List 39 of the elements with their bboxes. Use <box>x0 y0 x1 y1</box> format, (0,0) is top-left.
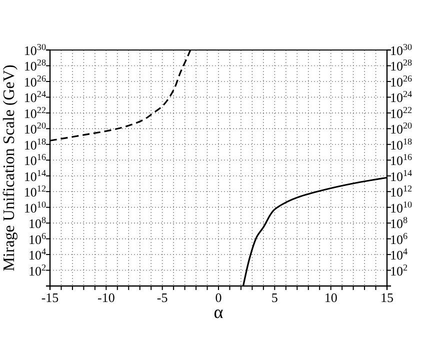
text: 10$^{20}$ <box>24 120 46 137</box>
text: 10$^{30}$ <box>24 42 46 58</box>
y-tick-label: 10$^{10}$ <box>390 199 413 216</box>
x-axis-title: α <box>214 302 224 322</box>
text: 10$^{8}$ <box>28 215 46 232</box>
text: 10$^{10}$ <box>24 199 46 216</box>
text: 10$^{26}$ <box>24 73 46 90</box>
x-tick-label: -10 <box>97 290 115 305</box>
text: 10$^{28}$ <box>24 58 46 74</box>
text: 10$^{2}$ <box>28 262 46 278</box>
text: 10$^{24}$ <box>24 89 46 106</box>
y-axis-title: Mirage Unification Scale (GeV) <box>1 64 18 272</box>
text: 10$^{18}$ <box>24 136 46 152</box>
x-tick-label: 5 <box>271 290 278 305</box>
y-tick-label: 10$^{14}$ <box>390 168 413 184</box>
text: 10$^{16}$ <box>24 152 46 168</box>
y-tick-label: 10$^{20}$ <box>390 120 413 137</box>
x-tick-label: 15 <box>380 290 394 305</box>
y-tick-label: 10$^{28}$ <box>390 58 413 74</box>
text: 10$^{4}$ <box>28 246 46 263</box>
y-tick-label: 10$^{18}$ <box>390 136 413 152</box>
text: 10$^{22}$ <box>24 104 46 121</box>
y-tick-label: 10$^{2}$ <box>390 262 408 278</box>
y-tick-label: 10$^{8}$ <box>390 215 408 232</box>
x-tick-label: -15 <box>41 290 59 305</box>
text: 10$^{6}$ <box>28 230 46 247</box>
y-tick-label: 10$^{6}$ <box>390 230 408 247</box>
y-tick-label: 10$^{26}$ <box>390 73 413 90</box>
x-tick-label: 10 <box>324 290 338 305</box>
y-tick-label: 10$^{24}$ <box>390 89 413 106</box>
y-tick-label: 10$^{12}$ <box>390 184 413 200</box>
x-tick-label: -5 <box>156 290 168 305</box>
x-tick-label: 0 <box>215 290 222 305</box>
text: 10$^{12}$ <box>24 184 46 200</box>
text: 10$^{14}$ <box>24 168 46 184</box>
y-tick-label: 10$^{16}$ <box>390 152 413 168</box>
y-tick-label: 10$^{4}$ <box>390 246 408 263</box>
y-tick-label: 10$^{22}$ <box>390 104 413 121</box>
y-tick-label: 10$^{30}$ <box>390 42 413 58</box>
